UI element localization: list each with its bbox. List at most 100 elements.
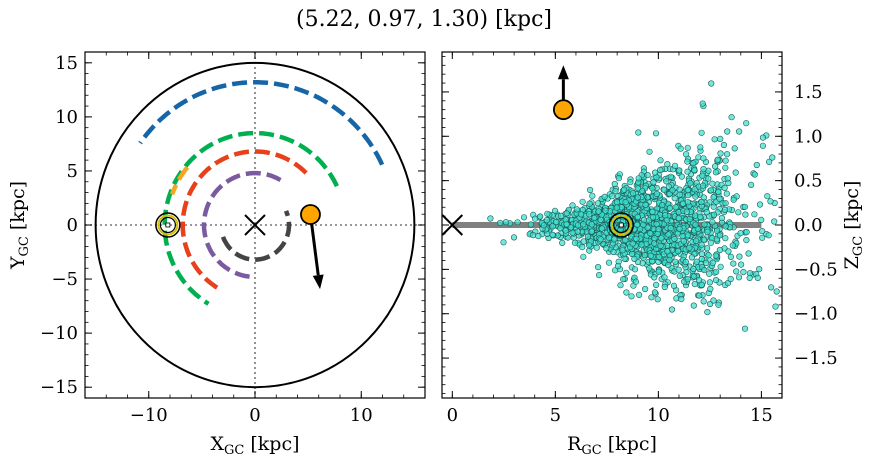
star-point bbox=[544, 210, 551, 217]
star-point bbox=[574, 228, 581, 235]
star-point bbox=[580, 221, 587, 228]
y-tick-label: 10 bbox=[55, 107, 78, 128]
star-point bbox=[591, 214, 598, 222]
star-point bbox=[684, 232, 691, 239]
star-point bbox=[633, 221, 641, 228]
xy-panel: −10 0 10 15 10 5 0 −5 −10 −15 XGC [kpc] YGC [kpc] bbox=[7, 51, 426, 458]
star-point bbox=[487, 215, 494, 222]
star-point bbox=[677, 145, 684, 152]
star-point bbox=[674, 248, 682, 255]
star-point bbox=[649, 214, 657, 221]
star-point bbox=[759, 134, 767, 141]
star-point bbox=[557, 212, 565, 219]
spiral-arm bbox=[220, 210, 292, 262]
star-point bbox=[683, 208, 691, 215]
star-point bbox=[693, 258, 700, 265]
star-point bbox=[722, 200, 729, 207]
star-point bbox=[585, 242, 593, 249]
star-point bbox=[649, 208, 656, 215]
star-point bbox=[730, 196, 737, 203]
star-point bbox=[644, 224, 651, 231]
star-point bbox=[721, 206, 729, 213]
star-point bbox=[608, 193, 616, 200]
star-point bbox=[644, 172, 651, 179]
star-point bbox=[710, 211, 718, 218]
star-point bbox=[741, 203, 749, 210]
star-point bbox=[510, 234, 518, 241]
star-point bbox=[772, 303, 779, 310]
star-point bbox=[700, 155, 707, 162]
star-point bbox=[577, 211, 585, 218]
star-point bbox=[667, 225, 674, 232]
star-point bbox=[665, 183, 673, 190]
star-point bbox=[559, 239, 566, 246]
star-point bbox=[715, 301, 722, 308]
star-point bbox=[651, 169, 659, 176]
star-point bbox=[620, 186, 628, 193]
star-point bbox=[497, 219, 504, 227]
star-point bbox=[709, 259, 716, 266]
star-point bbox=[651, 289, 659, 296]
star-point bbox=[737, 261, 745, 268]
star-point bbox=[684, 158, 691, 165]
star-point bbox=[712, 277, 720, 284]
star-point bbox=[746, 274, 753, 282]
star-point bbox=[743, 229, 750, 236]
star-point bbox=[710, 203, 717, 210]
star-point bbox=[650, 179, 657, 186]
star-point bbox=[562, 227, 569, 234]
star-point bbox=[713, 268, 720, 275]
star-point bbox=[716, 246, 724, 254]
star-point bbox=[634, 194, 641, 201]
star-point bbox=[635, 291, 643, 299]
star-point bbox=[705, 175, 712, 182]
star-point bbox=[574, 222, 582, 229]
star-point bbox=[745, 250, 752, 257]
star-point bbox=[707, 187, 715, 194]
star-point bbox=[723, 151, 731, 158]
star-point bbox=[717, 150, 724, 157]
star-point bbox=[613, 204, 620, 211]
star-point bbox=[718, 215, 726, 222]
star-point bbox=[717, 135, 724, 142]
star-point bbox=[759, 234, 766, 241]
star-point bbox=[711, 163, 719, 170]
y-axis-label: YGC [kpc] bbox=[7, 181, 32, 270]
star-point bbox=[676, 272, 683, 280]
star-point bbox=[589, 192, 596, 199]
star-point bbox=[672, 204, 679, 211]
star-point bbox=[684, 199, 692, 206]
y-tick-label: 5 bbox=[67, 161, 78, 182]
spiral-arm bbox=[169, 165, 190, 196]
star-point bbox=[623, 269, 630, 276]
star-point bbox=[678, 296, 685, 303]
y-tick-label: −1.5 bbox=[794, 348, 838, 369]
star-point bbox=[706, 279, 714, 286]
star-point bbox=[705, 252, 712, 259]
star-point bbox=[690, 302, 697, 309]
star-point bbox=[610, 248, 617, 256]
sun-marker-outer bbox=[608, 212, 635, 238]
star-point bbox=[700, 236, 708, 243]
star-point bbox=[729, 242, 736, 249]
velocity-arrow-head bbox=[557, 65, 569, 80]
star-point bbox=[773, 288, 780, 295]
star-point bbox=[669, 187, 676, 194]
star-point bbox=[679, 232, 686, 240]
star-point bbox=[751, 171, 758, 178]
star-point bbox=[666, 205, 674, 212]
star-point bbox=[579, 244, 586, 251]
spiral-arm bbox=[162, 130, 339, 306]
star-point bbox=[700, 298, 707, 305]
star-point bbox=[580, 253, 587, 260]
star-point bbox=[727, 253, 735, 260]
star-point bbox=[735, 274, 743, 281]
star-point bbox=[722, 223, 729, 230]
x-tick-label: −10 bbox=[130, 405, 168, 426]
star-point bbox=[635, 129, 642, 136]
star-point bbox=[655, 268, 662, 275]
star-point bbox=[540, 222, 548, 229]
star-point bbox=[655, 226, 662, 233]
star-point bbox=[727, 275, 734, 283]
star-point bbox=[601, 193, 608, 200]
